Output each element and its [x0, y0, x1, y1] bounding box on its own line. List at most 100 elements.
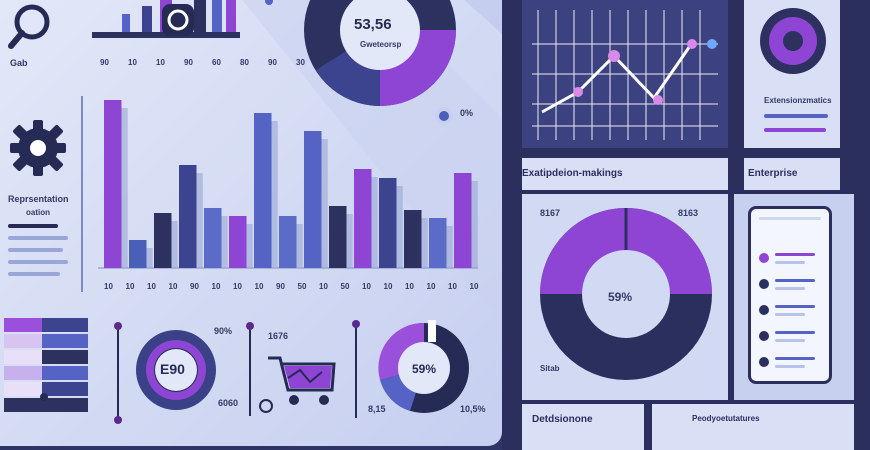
bar — [354, 169, 372, 268]
top-tick-label: 10 — [156, 58, 165, 67]
bar-x-tick: 90 — [276, 282, 285, 291]
line-chart — [532, 10, 718, 140]
bar-x-tick: 50 — [297, 282, 307, 291]
bar — [279, 216, 297, 268]
bar — [404, 210, 422, 268]
top-tick-label: 60 — [212, 58, 221, 67]
bar-shadow — [271, 121, 278, 268]
bar-x-tick: 50 — [340, 282, 350, 291]
line-chart-card — [522, 0, 728, 148]
phone-list-bullet — [759, 253, 769, 263]
donut-b-widget — [352, 320, 469, 418]
side-line — [8, 236, 68, 240]
donut-b-value: 59% — [412, 362, 437, 376]
top-donut-value: 53,56 — [354, 16, 392, 33]
bar-shadow — [396, 186, 403, 268]
enterprise-title-card: Enterprise — [744, 158, 840, 190]
side-line — [8, 272, 60, 276]
enterprise-donut — [760, 8, 826, 74]
donut-b-foot-right: 10,5% — [460, 404, 486, 414]
side-subtitle: oation — [26, 208, 50, 217]
phone-list-line — [775, 279, 815, 282]
bar — [429, 218, 447, 268]
tab-decision[interactable]: Detdsionone — [522, 404, 644, 450]
bar-shadow — [196, 173, 203, 268]
bar-x-tick: 10 — [448, 282, 457, 291]
enterprise-list-title: Extensionzmatics — [764, 96, 832, 105]
bar — [104, 100, 122, 268]
phone-list-bullet — [759, 357, 769, 367]
bar — [179, 165, 197, 268]
bar-shadow — [421, 218, 428, 268]
mid-donut-value: 59% — [608, 290, 633, 304]
top-tick-label: 30 — [296, 58, 305, 67]
top-tick-label: 90 — [100, 58, 109, 67]
phone-list-line — [775, 331, 815, 334]
search-icon[interactable] — [8, 2, 54, 52]
top-tick-label: 90 — [184, 58, 193, 67]
bar-shadow — [121, 108, 128, 268]
bar-x-tick: 10 — [362, 282, 371, 291]
bar-x-tick: 10 — [426, 282, 436, 291]
camera-icon[interactable] — [160, 2, 196, 38]
bar — [304, 131, 322, 268]
top-left-label: Gab — [10, 58, 28, 68]
bar — [204, 208, 222, 268]
phone-list-line — [775, 339, 805, 342]
bar-x-tick: 10 — [405, 282, 414, 291]
enterprise-line — [764, 114, 828, 118]
phone-list-bullet — [759, 279, 769, 289]
bar-x-tick: 10 — [147, 282, 156, 291]
enterprise-title: Enterprise — [748, 168, 798, 179]
cart-value: 1676 — [268, 331, 289, 341]
status-percent: 0% — [460, 108, 474, 118]
status-dot-icon — [435, 107, 453, 125]
phone-list-line — [775, 261, 805, 264]
gear-icon[interactable] — [6, 116, 70, 180]
side-line — [8, 260, 68, 264]
top-tick-label: 10 — [128, 58, 137, 67]
phone-header-line — [759, 217, 821, 220]
bar-shadow — [471, 181, 478, 268]
phone-card — [734, 194, 854, 400]
bar-shadow — [321, 139, 328, 268]
phone-list-line — [775, 305, 815, 308]
top-tick-label: 90 — [268, 58, 277, 67]
bar-x-tick: 10 — [125, 282, 135, 291]
donut-a-value: E90 — [160, 361, 185, 377]
enterprise-card: Extensionzmatics — [744, 0, 840, 148]
stacked-bars-widget — [4, 318, 88, 412]
bar — [379, 178, 397, 268]
bar-x-tick: 10 — [211, 282, 221, 291]
top-tick-label: 80 — [240, 58, 249, 67]
bar-shadow — [371, 177, 378, 268]
bar-x-tick: 90 — [190, 282, 199, 291]
bar-shadow — [221, 216, 228, 268]
main-bar-chart — [81, 96, 478, 292]
bar-shadow — [346, 214, 353, 268]
mid-donut-foot: Sitab — [540, 364, 560, 373]
top-dot-icon — [265, 0, 273, 5]
donut-a-widget — [114, 322, 216, 424]
phone-screen — [748, 206, 832, 384]
bar-x-tick: 10 — [469, 282, 479, 291]
mid-donut-card: 8167 8163 59% Sitab — [522, 194, 728, 400]
bar — [254, 113, 272, 268]
bar-shadow — [246, 224, 253, 268]
side-line — [8, 224, 58, 228]
mid-donut-left: 8167 — [540, 208, 561, 218]
bar-shadow — [446, 226, 453, 268]
bar — [229, 216, 247, 268]
shopping-cart-icon[interactable] — [244, 318, 344, 428]
phone-list-line — [775, 287, 805, 290]
side-line — [8, 248, 63, 252]
mid-donut-right: 8163 — [678, 208, 699, 218]
top-donut-chart — [304, 0, 456, 106]
phone-list-line — [775, 313, 805, 316]
bar-shadow — [296, 224, 303, 268]
line-chart-title: Exatipdeion-makings — [522, 168, 623, 179]
phone-list-bullet — [759, 331, 769, 341]
tab-features[interactable]: Peodyoetutatures — [652, 404, 854, 450]
donut-a-pct: 90% — [214, 326, 233, 336]
bar — [129, 240, 147, 268]
